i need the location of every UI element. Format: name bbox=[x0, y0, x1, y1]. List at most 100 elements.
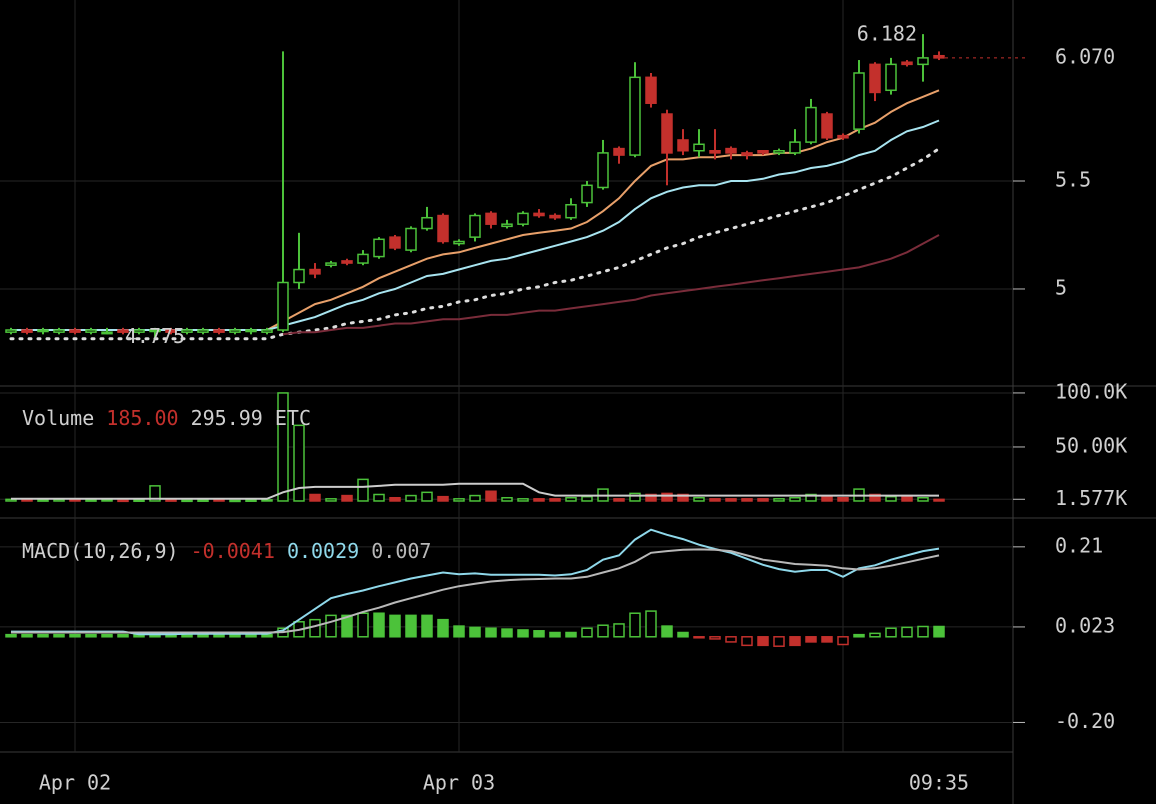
candle-body bbox=[821, 113, 833, 139]
volume-bar bbox=[565, 496, 577, 502]
histogram-bar bbox=[197, 633, 209, 638]
candle-body bbox=[469, 214, 481, 238]
histogram-bar bbox=[245, 633, 257, 638]
candle-body bbox=[309, 268, 321, 275]
histogram-bar bbox=[85, 633, 97, 638]
histogram-bar bbox=[533, 630, 545, 638]
volume-bar bbox=[373, 493, 385, 502]
candle-body bbox=[597, 152, 609, 189]
volume-legend: Volume 185.00 295.99 ETC bbox=[22, 406, 311, 430]
y-tick-label: 0.21 bbox=[1055, 533, 1103, 557]
histogram-bar bbox=[453, 625, 465, 638]
volume-bar bbox=[677, 493, 689, 502]
histogram-bar bbox=[437, 618, 449, 638]
candle-body bbox=[197, 329, 209, 333]
volume-bar bbox=[501, 496, 513, 502]
candle-body bbox=[645, 76, 657, 104]
candle-body bbox=[533, 212, 545, 217]
histogram-bar bbox=[501, 628, 513, 638]
legend-title: Volume bbox=[22, 406, 94, 430]
volume-bar bbox=[405, 494, 417, 502]
volume-bar bbox=[341, 494, 353, 502]
histogram-bar bbox=[693, 636, 705, 639]
candle-body bbox=[741, 152, 753, 156]
volume-bar bbox=[469, 494, 481, 502]
volume-bar bbox=[453, 498, 465, 502]
volume-bar bbox=[517, 498, 529, 502]
volume-bar bbox=[485, 490, 497, 502]
candle-body bbox=[789, 141, 801, 154]
candle-body bbox=[261, 329, 273, 333]
histogram-bar bbox=[853, 633, 865, 638]
high-label: 6.182 bbox=[857, 22, 917, 46]
histogram-bar bbox=[725, 636, 737, 643]
marks bbox=[5, 34, 945, 647]
histogram-bar bbox=[213, 633, 225, 638]
histogram-bar bbox=[837, 636, 849, 646]
candle-body bbox=[485, 212, 497, 225]
histogram-bar bbox=[389, 614, 401, 638]
histogram-bar bbox=[101, 633, 113, 638]
candle-body bbox=[325, 262, 337, 266]
candle-body bbox=[565, 203, 577, 219]
candle-body bbox=[5, 329, 17, 333]
volume-bar bbox=[645, 493, 657, 502]
volume-bar bbox=[165, 499, 177, 502]
volume-bar bbox=[933, 498, 945, 502]
histogram-bar bbox=[677, 631, 689, 638]
candle-body bbox=[85, 329, 97, 333]
histogram-bar bbox=[741, 636, 753, 647]
candle-body bbox=[165, 329, 177, 333]
candle-body bbox=[69, 329, 81, 333]
histogram-bar bbox=[549, 631, 561, 638]
candle-body bbox=[837, 134, 849, 139]
volume-bar bbox=[789, 496, 801, 502]
volume-bar bbox=[437, 495, 449, 502]
line-series bbox=[11, 548, 940, 634]
candle-body bbox=[709, 150, 721, 154]
candle-body bbox=[661, 113, 673, 154]
volume-bar bbox=[869, 493, 881, 502]
candle-body bbox=[757, 150, 769, 154]
volume-bar bbox=[389, 496, 401, 502]
x-tick-label: Apr 03 bbox=[423, 771, 495, 795]
histogram-bar bbox=[933, 625, 945, 638]
candle-body bbox=[885, 63, 897, 92]
volume-bar bbox=[309, 493, 321, 502]
volume-bar bbox=[421, 491, 433, 502]
histogram-bar bbox=[885, 627, 897, 638]
volume-bar bbox=[181, 499, 193, 503]
candle-body bbox=[21, 329, 33, 333]
y-tick-label: 0.023 bbox=[1055, 613, 1115, 637]
candle-body bbox=[437, 214, 449, 243]
histogram-bar bbox=[773, 636, 785, 647]
volume-bar bbox=[85, 499, 97, 502]
volume-bar bbox=[149, 485, 161, 502]
volume-bar bbox=[917, 496, 929, 502]
histogram-bar bbox=[901, 626, 913, 638]
volume-bar bbox=[693, 496, 705, 502]
histogram-bar bbox=[69, 633, 81, 638]
volume-bar bbox=[21, 498, 33, 502]
volume-bar bbox=[37, 499, 49, 502]
volume-bar bbox=[533, 498, 545, 502]
histogram-bar bbox=[357, 612, 369, 638]
line-series bbox=[11, 482, 939, 500]
candle-body bbox=[677, 139, 689, 152]
line-series bbox=[282, 234, 940, 336]
volume-bar bbox=[773, 498, 785, 502]
legend-value: 0.007 bbox=[371, 539, 431, 563]
histogram-bar bbox=[661, 625, 673, 638]
y-tick-label: 50.00K bbox=[1055, 433, 1127, 457]
histogram-bar bbox=[5, 633, 17, 638]
candle-body bbox=[773, 150, 785, 154]
candle-body bbox=[245, 329, 257, 333]
histogram-bar bbox=[581, 627, 593, 638]
volume-bar bbox=[757, 498, 769, 502]
histogram-bar bbox=[261, 633, 273, 638]
histogram-bar bbox=[613, 623, 625, 638]
histogram-bar bbox=[645, 610, 657, 638]
legend-value: 295.99 bbox=[191, 406, 263, 430]
